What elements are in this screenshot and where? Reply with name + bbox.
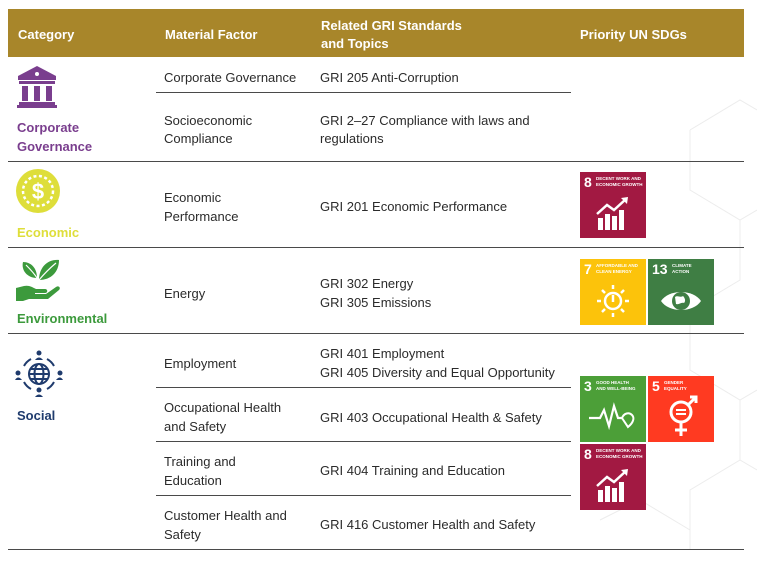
category-governance-label-line2: Governance xyxy=(17,139,93,154)
svg-text:$: $ xyxy=(32,179,44,204)
sdg-8-tile: 8 DECENT WORK AND ECONOMIC GROWTH xyxy=(580,172,646,238)
factor-employment: Employment xyxy=(164,356,237,371)
sdg-3-title-l1: GOOD HEALTH xyxy=(596,380,629,385)
sdg-3-title-l2: AND WELL-BEING xyxy=(596,386,636,391)
sdg-8-title-l2: ECONOMIC GROWTH xyxy=(596,454,643,459)
gri-energy-l2: GRI 305 Emissions xyxy=(320,295,432,310)
gri-economic: GRI 201 Economic Performance xyxy=(320,199,508,214)
sdg-8-title-l2: ECONOMIC GROWTH xyxy=(596,182,643,187)
factor-economic-l1: Economic xyxy=(164,190,222,205)
table-bottom-border xyxy=(8,549,744,550)
factor-corporate-governance: Corporate Governance xyxy=(164,70,297,85)
sdg-7-title-l1: AFFORDABLE AND xyxy=(596,263,638,268)
sdg-13-tile: 13 CLIMATE ACTION xyxy=(648,259,714,325)
section-divider xyxy=(8,161,744,162)
factor-occupational-l1: Occupational Health xyxy=(164,400,282,415)
row-divider xyxy=(156,441,571,442)
globe-people-icon xyxy=(15,350,63,397)
sdg-13-number: 13 xyxy=(652,261,668,277)
heartbeat-icon xyxy=(589,402,635,431)
header-gri-line2: and Topics xyxy=(321,36,389,51)
category-governance-label-line1: Corporate xyxy=(17,120,80,135)
factor-training-l2: Education xyxy=(164,473,222,488)
category-economic-label: Economic xyxy=(17,225,80,240)
row-divider xyxy=(156,387,571,388)
gri-training: GRI 404 Training and Education xyxy=(320,463,506,478)
factor-training-l1: Training and xyxy=(164,454,236,469)
sdg-3-tile: 3 GOOD HEALTH AND WELL-BEING xyxy=(580,376,646,442)
factor-economic-l2: Performance xyxy=(164,209,239,224)
category-environmental-label: Environmental xyxy=(17,311,108,326)
factor-energy: Energy xyxy=(164,286,206,301)
gri-socioeconomic-l2: regulations xyxy=(320,131,384,146)
header-gri-line1: Related GRI Standards xyxy=(321,18,462,33)
sdg-8-number: 8 xyxy=(584,174,592,190)
factor-customer-l2: Safety xyxy=(164,527,201,542)
gri-employment-l1: GRI 401 Employment xyxy=(320,346,445,361)
sdg-5-number: 5 xyxy=(652,378,660,394)
gri-customer: GRI 416 Customer Health and Safety xyxy=(320,517,536,532)
category-social-label: Social xyxy=(17,408,56,423)
section-divider xyxy=(8,333,744,334)
table-header: Category Material Factor Related GRI Sta… xyxy=(8,9,744,57)
sdg-7-tile: 7 AFFORDABLE AND CLEAN ENERGY xyxy=(580,259,646,325)
growth-chart-icon xyxy=(596,197,628,230)
growth-chart-icon xyxy=(596,469,628,502)
factor-socioeconomic-l2: Compliance xyxy=(164,131,233,146)
section-divider xyxy=(8,247,744,248)
sdg-5-tile: 5 GENDER EQUALITY xyxy=(648,376,714,442)
sdg-8-number: 8 xyxy=(584,446,592,462)
factor-customer-l1: Customer Health and xyxy=(164,508,287,523)
gri-socioeconomic-l1: GRI 2–27 Compliance with laws and xyxy=(320,113,530,128)
gender-symbol-icon xyxy=(669,395,698,436)
sdg-8-title-l1: DECENT WORK AND xyxy=(596,176,641,181)
eye-globe-icon xyxy=(661,292,701,310)
header-sdgs: Priority UN SDGs xyxy=(580,27,687,42)
dollar-coin-icon: $ xyxy=(16,169,60,213)
factor-occupational-l2: and Safety xyxy=(164,419,227,434)
row-divider xyxy=(156,92,571,93)
header-category: Category xyxy=(18,27,75,42)
gri-employment-l2: GRI 405 Diversity and Equal Opportunity xyxy=(320,365,555,380)
sdg-7-title-l2: CLEAN ENERGY xyxy=(596,269,632,274)
bank-building-icon xyxy=(17,66,57,108)
sdg-5-title-l1: GENDER xyxy=(664,380,684,385)
gri-corporate-governance: GRI 205 Anti-Corruption xyxy=(320,70,459,85)
sdg-7-number: 7 xyxy=(584,261,592,277)
factor-socioeconomic-l1: Socioeconomic xyxy=(164,113,253,128)
row-divider xyxy=(156,495,571,496)
sdg-8-tile-social: 8 DECENT WORK AND ECONOMIC GROWTH xyxy=(580,444,646,510)
sdg-8-title-l1: DECENT WORK AND xyxy=(596,448,641,453)
sdg-13-title-l1: CLIMATE xyxy=(672,263,692,268)
sdg-3-number: 3 xyxy=(584,378,592,394)
hand-leaves-icon xyxy=(16,259,60,301)
gri-occupational: GRI 403 Occupational Health & Safety xyxy=(320,410,542,425)
header-material-factor: Material Factor xyxy=(165,27,258,42)
gri-energy-l1: GRI 302 Energy xyxy=(320,276,414,291)
sdg-5-title-l2: EQUALITY xyxy=(664,386,687,391)
sun-power-icon xyxy=(597,285,629,317)
sdg-13-title-l2: ACTION xyxy=(672,269,690,274)
